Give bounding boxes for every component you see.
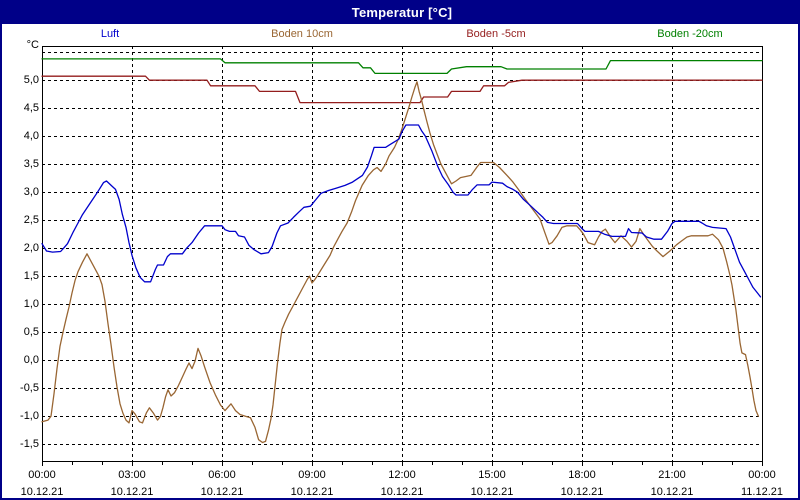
y-tick-label: -1,0 — [20, 410, 39, 423]
y-axis-unit-label: °C — [26, 39, 39, 51]
legend-item-boden-10cm: Boden 10cm — [271, 28, 333, 40]
y-tick-label: 2,0 — [23, 242, 39, 255]
y-tick-label: -0,5 — [20, 382, 39, 395]
y-tick-label: 0,5 — [23, 326, 39, 339]
x-tick-time-label: 00:00 — [748, 469, 776, 481]
legend-item-boden-5cm: Boden -5cm — [466, 28, 526, 40]
x-tick-time-label: 18:00 — [568, 469, 596, 481]
x-tick-date-label: 10.12.21 — [650, 486, 694, 498]
y-tick-label: 1,0 — [23, 298, 39, 311]
x-tick-time-label: 09:00 — [298, 469, 326, 481]
x-tick-time-label: 03:00 — [118, 469, 146, 481]
x-tick-time-label: 00:00 — [28, 469, 56, 481]
series-line-boden-5cm — [41, 75, 763, 104]
title-bar: Temperatur [°C] — [2, 2, 798, 24]
x-tick-time-label: 12:00 — [388, 469, 416, 481]
y-tick-label: 4,5 — [23, 102, 39, 115]
series-line-boden-10cm — [41, 81, 760, 444]
x-tick-date-label: 10.12.21 — [290, 486, 334, 498]
x-tick-date-label: 10.12.21 — [20, 486, 64, 498]
x-tick-time-label: 06:00 — [208, 469, 236, 481]
x-tick-date-label: 11.12.21 — [740, 486, 783, 498]
y-tick-label: 4,0 — [23, 130, 39, 143]
x-tick-date-label: 10.12.21 — [110, 486, 154, 498]
legend-item-boden-20cm: Boden -20cm — [657, 28, 723, 40]
series-line-luft — [41, 124, 762, 298]
y-tick-label: 3,5 — [23, 158, 39, 171]
chart-title: Temperatur [°C] — [351, 4, 453, 20]
legend-item-luft: Luft — [100, 28, 120, 40]
x-tick-time-label: 21:00 — [658, 469, 686, 481]
y-tick-label: 3,0 — [23, 186, 39, 199]
plot-border — [42, 46, 763, 462]
y-tick-label: 5,0 — [23, 74, 39, 87]
y-tick-label: 0,0 — [23, 354, 39, 367]
x-tick-time-label: 15:00 — [478, 469, 506, 481]
x-tick-date-label: 10.12.21 — [560, 486, 604, 498]
y-tick-label: 1,5 — [23, 270, 39, 283]
series-line-boden-20cm — [41, 58, 763, 75]
y-tick-label: -1,5 — [20, 438, 39, 451]
y-tick-label: 2,5 — [23, 214, 39, 227]
x-tick-date-label: 10.12.21 — [470, 486, 514, 498]
x-tick-date-label: 10.12.21 — [380, 486, 424, 498]
x-tick-date-label: 10.12.21 — [200, 486, 244, 498]
